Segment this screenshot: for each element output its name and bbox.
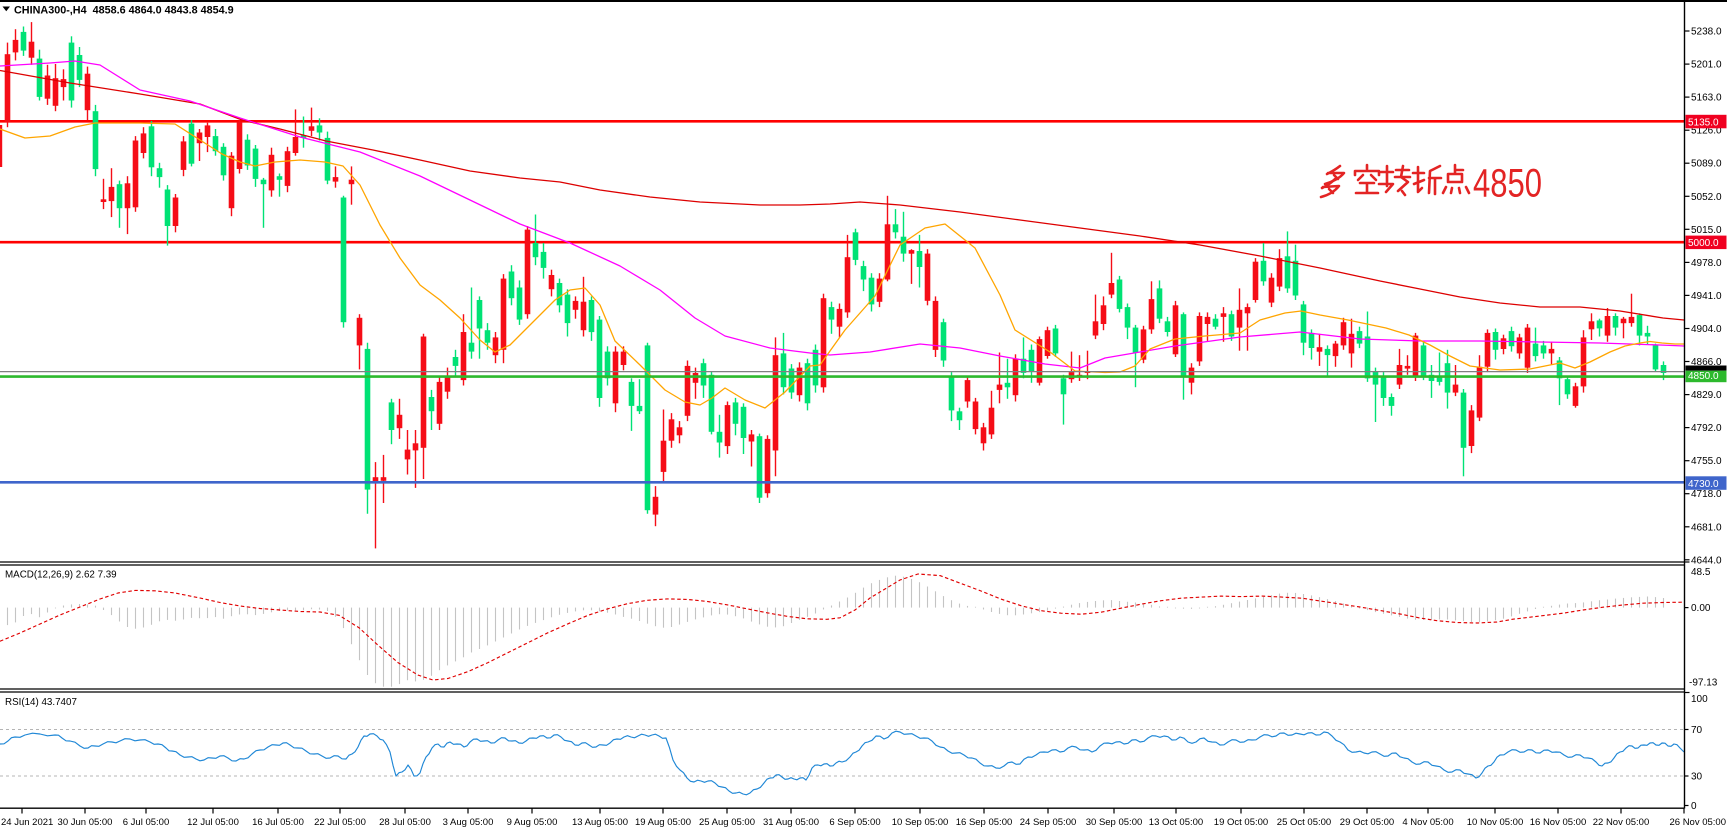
svg-text:13 Oct 05:00: 13 Oct 05:00 — [1149, 817, 1203, 828]
svg-text:5052.0: 5052.0 — [1691, 192, 1722, 203]
svg-text:5126.0: 5126.0 — [1691, 126, 1722, 137]
svg-text:31 Aug 05:00: 31 Aug 05:00 — [763, 817, 819, 828]
svg-text:30: 30 — [1691, 772, 1703, 783]
svg-text:4904.0: 4904.0 — [1691, 324, 1722, 335]
svg-text:19 Aug 05:00: 19 Aug 05:00 — [635, 817, 691, 828]
svg-text:16 Nov 05:00: 16 Nov 05:00 — [1530, 817, 1587, 828]
svg-text:30 Jun 05:00: 30 Jun 05:00 — [58, 817, 113, 828]
svg-text:5089.0: 5089.0 — [1691, 159, 1722, 170]
svg-text:4792.0: 4792.0 — [1691, 423, 1722, 434]
svg-text:26 Nov 05:00: 26 Nov 05:00 — [1669, 817, 1726, 828]
svg-text:0: 0 — [1691, 801, 1697, 812]
svg-text:16 Jul 05:00: 16 Jul 05:00 — [252, 817, 304, 828]
svg-text:0.00: 0.00 — [1691, 603, 1711, 614]
svg-text:29 Oct 05:00: 29 Oct 05:00 — [1340, 817, 1394, 828]
svg-text:5163.0: 5163.0 — [1691, 93, 1722, 104]
svg-text:10 Sep 05:00: 10 Sep 05:00 — [892, 817, 949, 828]
svg-text:5000.0: 5000.0 — [1688, 238, 1719, 249]
svg-text:4978.0: 4978.0 — [1691, 258, 1722, 269]
svg-text:19 Oct 05:00: 19 Oct 05:00 — [1214, 817, 1268, 828]
svg-text:70: 70 — [1691, 725, 1703, 736]
svg-text:4 Nov 05:00: 4 Nov 05:00 — [1402, 817, 1453, 828]
svg-text:100: 100 — [1691, 694, 1708, 705]
svg-text:4850.0: 4850.0 — [1688, 371, 1719, 382]
svg-text:30 Sep 05:00: 30 Sep 05:00 — [1086, 817, 1143, 828]
svg-text:25 Aug 05:00: 25 Aug 05:00 — [699, 817, 755, 828]
svg-text:9 Aug 05:00: 9 Aug 05:00 — [507, 817, 558, 828]
svg-text:22 Nov 05:00: 22 Nov 05:00 — [1593, 817, 1650, 828]
svg-text:6 Sep 05:00: 6 Sep 05:00 — [829, 817, 880, 828]
svg-text:4829.0: 4829.0 — [1691, 390, 1722, 401]
svg-text:48.5: 48.5 — [1691, 567, 1711, 578]
svg-text:MACD(12,26,9) 2.62 7.39: MACD(12,26,9) 2.62 7.39 — [5, 570, 117, 581]
svg-text:24 Sep 05:00: 24 Sep 05:00 — [1020, 817, 1077, 828]
svg-text:CHINA300-,H4 4858.6 4864.0 48: CHINA300-,H4 4858.6 4864.0 4843.8 4854.9 — [14, 5, 234, 17]
svg-text:6 Jul 05:00: 6 Jul 05:00 — [123, 817, 169, 828]
svg-text:28 Jul 05:00: 28 Jul 05:00 — [379, 817, 431, 828]
svg-text:16 Sep 05:00: 16 Sep 05:00 — [956, 817, 1013, 828]
svg-text:4866.0: 4866.0 — [1691, 357, 1722, 368]
svg-text:5238.0: 5238.0 — [1691, 27, 1722, 38]
svg-text:4730.0: 4730.0 — [1688, 479, 1719, 490]
svg-text:24 Jun 2021: 24 Jun 2021 — [1, 817, 53, 828]
svg-text:4850: 4850 — [1473, 162, 1542, 206]
svg-text:5135.0: 5135.0 — [1688, 117, 1719, 128]
svg-text:-97.13: -97.13 — [1689, 678, 1718, 689]
svg-text:4941.0: 4941.0 — [1691, 291, 1722, 302]
svg-text:3 Aug 05:00: 3 Aug 05:00 — [443, 817, 494, 828]
svg-text:4644.0: 4644.0 — [1691, 555, 1722, 566]
svg-text:5015.0: 5015.0 — [1691, 225, 1722, 236]
svg-text:22 Jul 05:00: 22 Jul 05:00 — [314, 817, 366, 828]
svg-text:13 Aug 05:00: 13 Aug 05:00 — [572, 817, 628, 828]
svg-text:5201.0: 5201.0 — [1691, 60, 1722, 71]
svg-text:4718.0: 4718.0 — [1691, 489, 1722, 500]
svg-text:10 Nov 05:00: 10 Nov 05:00 — [1467, 817, 1524, 828]
svg-text:4681.0: 4681.0 — [1691, 522, 1722, 533]
svg-text:25 Oct 05:00: 25 Oct 05:00 — [1277, 817, 1331, 828]
svg-text:4755.0: 4755.0 — [1691, 456, 1722, 467]
svg-text:RSI(14) 43.7407: RSI(14) 43.7407 — [5, 697, 77, 708]
svg-text:12 Jul 05:00: 12 Jul 05:00 — [187, 817, 239, 828]
